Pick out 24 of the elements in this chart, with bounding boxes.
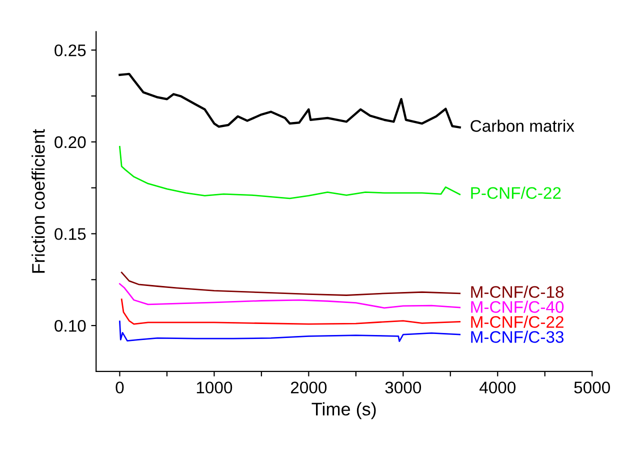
x-axis-title: Time (s) [312,402,376,420]
y-axis-title: Friction coefficient [32,129,45,273]
x-tick-label: 3000 [385,382,422,394]
line-series [120,298,461,325]
x-tick-label: 2000 [290,382,327,394]
y-tick-label: 0.20 [54,136,86,148]
series-label: M-CNF/C-22 [471,316,564,328]
line-series [120,272,461,296]
series-label: M-CNF/C-40 [471,300,564,313]
x-tick-label: 4000 [479,382,516,394]
x-tick-label: 1000 [196,382,232,394]
line-series [118,72,461,128]
x-tick-label: 0 [116,382,124,394]
y-tick-label: 0.15 [54,228,86,240]
series-label: M-CNF/C-18 [471,286,564,298]
y-tick-label: 0.10 [54,320,86,332]
series-label: M-CNF/C-33 [471,330,564,343]
line-series [119,320,461,342]
series-label: P-CNF/C-22 [471,186,561,199]
y-tick-label: 0.25 [54,44,86,56]
series-label: Carbon matrix [470,120,574,132]
line-series [119,146,461,200]
x-tick-label: 5000 [574,382,610,394]
line-series [119,283,461,309]
